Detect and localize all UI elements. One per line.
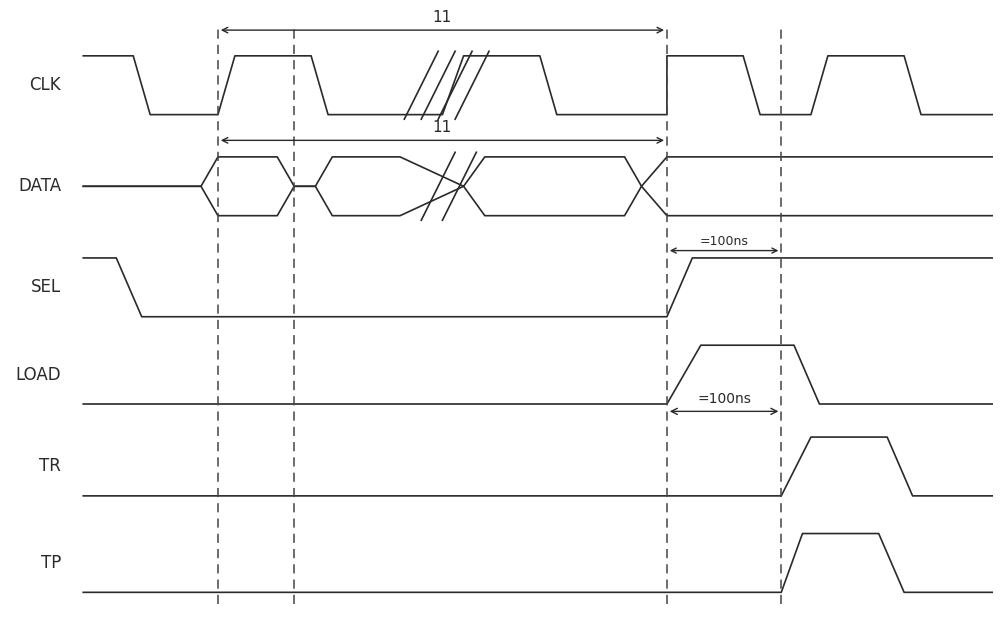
Text: =100ns: =100ns — [700, 235, 749, 248]
Text: SEL: SEL — [31, 278, 61, 296]
Text: TR: TR — [39, 458, 61, 476]
Text: 11: 11 — [433, 9, 452, 24]
Text: 11: 11 — [433, 120, 452, 135]
Text: LOAD: LOAD — [16, 366, 61, 384]
Text: TP: TP — [41, 554, 61, 572]
Text: CLK: CLK — [30, 76, 61, 94]
Text: =100ns: =100ns — [697, 392, 751, 406]
Text: DATA: DATA — [18, 177, 61, 195]
